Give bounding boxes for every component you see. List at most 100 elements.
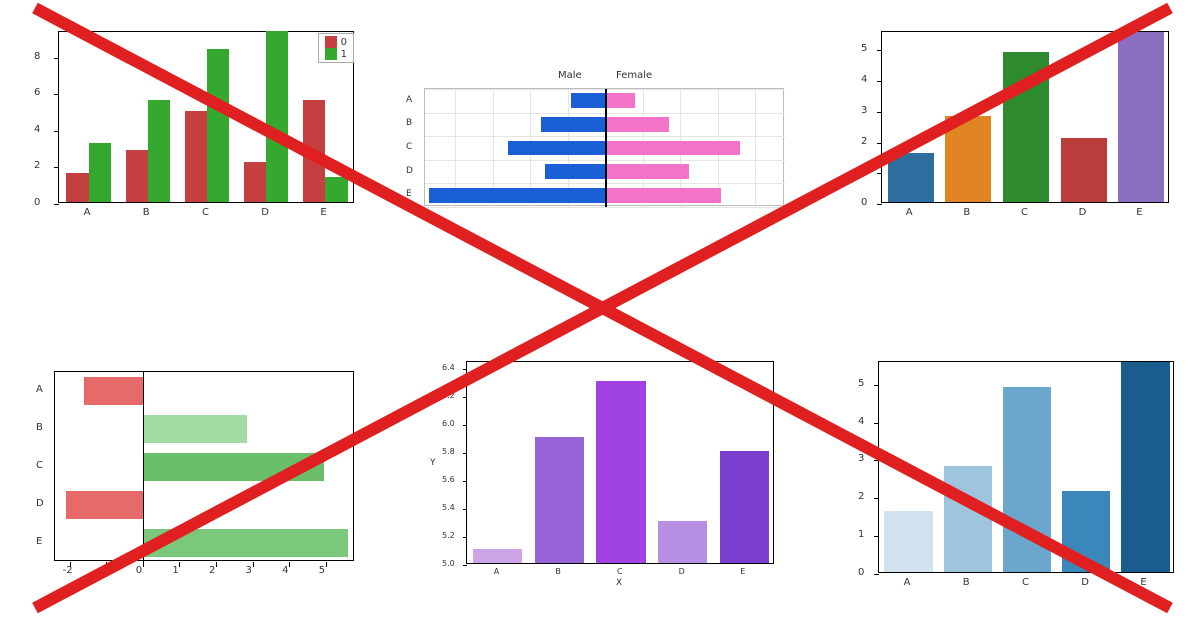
bar <box>888 153 934 202</box>
bar <box>66 491 143 518</box>
ytick-label: 0 <box>858 567 864 578</box>
ytick-label: C <box>36 460 43 471</box>
xtick-label: A <box>906 207 913 218</box>
xlabel: X <box>616 578 622 588</box>
xtick-label: 0 <box>136 565 142 576</box>
xtick-label: B <box>143 207 150 218</box>
ytick-label: 4 <box>858 416 864 427</box>
bar-male <box>508 141 606 156</box>
pyramid-title-male: Male <box>558 70 582 81</box>
chart-purple-bar: 5.05.25.45.65.86.06.26.4ABCDEXY <box>430 355 780 590</box>
ytick-label: 5.6 <box>442 475 455 484</box>
ytick-label: 1 <box>861 166 867 177</box>
xtick-label: 4 <box>282 565 288 576</box>
ytick-label: 4 <box>861 74 867 85</box>
bar-male <box>545 164 605 179</box>
bar <box>944 466 993 572</box>
ytick-label: D <box>36 498 44 509</box>
xtick-label: E <box>1140 577 1146 588</box>
ytick-label: E <box>36 536 42 547</box>
xtick-label: 1 <box>172 565 178 576</box>
bar <box>143 415 247 442</box>
bar <box>1121 362 1170 572</box>
xtick-label: B <box>555 567 561 576</box>
ytick-label: 2 <box>858 491 864 502</box>
legend: 01 <box>318 33 354 63</box>
pyramid-title-female: Female <box>616 70 652 81</box>
bar <box>884 511 933 572</box>
chart-grouped-bar: 02468ABCDE01 <box>30 25 360 225</box>
xtick-label: D <box>1081 577 1089 588</box>
bar <box>1003 387 1052 573</box>
ytick-label: 3 <box>861 105 867 116</box>
ytick-label: 6.4 <box>442 363 455 372</box>
xtick-label: D <box>261 207 269 218</box>
xtick-label: B <box>963 577 970 588</box>
ytick-label: 6.0 <box>442 419 455 428</box>
ytick-label: E <box>406 189 412 199</box>
bar-female <box>605 93 635 108</box>
bar <box>303 100 325 202</box>
bar <box>1062 491 1111 572</box>
chart-blues-bar: 012345ABCDE <box>850 355 1180 595</box>
ytick-label: 8 <box>34 51 40 62</box>
ytick-label: 0 <box>34 197 40 208</box>
ytick-label: C <box>406 142 412 152</box>
xtick-label: A <box>494 567 499 576</box>
ytick-label: B <box>406 118 412 128</box>
bar <box>325 177 347 202</box>
xtick-label: E <box>320 207 326 218</box>
xtick-label: D <box>679 567 685 576</box>
figure-canvas: 02468ABCDE01 MaleFemaleABCDE 012345ABCDE… <box>0 0 1200 630</box>
xtick-label: C <box>617 567 623 576</box>
bar <box>658 521 707 563</box>
ytick-label: 5.4 <box>442 503 455 512</box>
bar <box>143 529 348 556</box>
xtick-label: D <box>1079 207 1087 218</box>
ytick-label: A <box>36 384 43 395</box>
bar <box>148 100 170 202</box>
xtick-label: 5 <box>319 565 325 576</box>
ytick-label: 5 <box>861 43 867 54</box>
bar-female <box>605 188 721 203</box>
bar <box>535 437 584 563</box>
ytick-label: 4 <box>34 124 40 135</box>
xtick-label: -2 <box>63 565 73 576</box>
ytick-label: 6.2 <box>442 391 455 400</box>
xtick-label: C <box>1022 577 1029 588</box>
bar <box>207 49 229 202</box>
bar <box>66 173 88 202</box>
bar <box>185 111 207 202</box>
bar <box>720 451 769 563</box>
bar <box>473 549 522 563</box>
ytick-label: 5.8 <box>442 447 455 456</box>
bar <box>89 143 111 202</box>
xtick-label: E <box>740 567 745 576</box>
ytick-label: 5.2 <box>442 531 455 540</box>
bar-female <box>605 164 689 179</box>
xtick-label: 3 <box>246 565 252 576</box>
ylabel: Y <box>430 458 436 468</box>
bar <box>266 31 288 202</box>
xtick-label: C <box>1021 207 1028 218</box>
bar <box>126 150 148 202</box>
bar-male <box>429 188 605 203</box>
xtick-label: A <box>904 577 911 588</box>
bar <box>244 162 266 202</box>
ytick-label: D <box>406 166 413 176</box>
chart-population-pyramid: Male Female A B C D E <box>400 70 790 210</box>
ytick-label: 6 <box>34 87 40 98</box>
ytick-label: 0 <box>861 197 867 208</box>
ytick-label: 2 <box>34 160 40 171</box>
bar <box>1061 138 1107 203</box>
chart-multicolor-bar: 012345ABCDE <box>855 25 1175 225</box>
ytick-label: 3 <box>858 453 864 464</box>
xtick-label: C <box>202 207 209 218</box>
bar-female <box>605 141 740 156</box>
bar <box>596 381 645 563</box>
bar <box>143 453 324 480</box>
xtick-label: B <box>963 207 970 218</box>
bar <box>1118 32 1164 202</box>
ytick-label: A <box>406 95 412 105</box>
bar <box>1003 52 1049 203</box>
